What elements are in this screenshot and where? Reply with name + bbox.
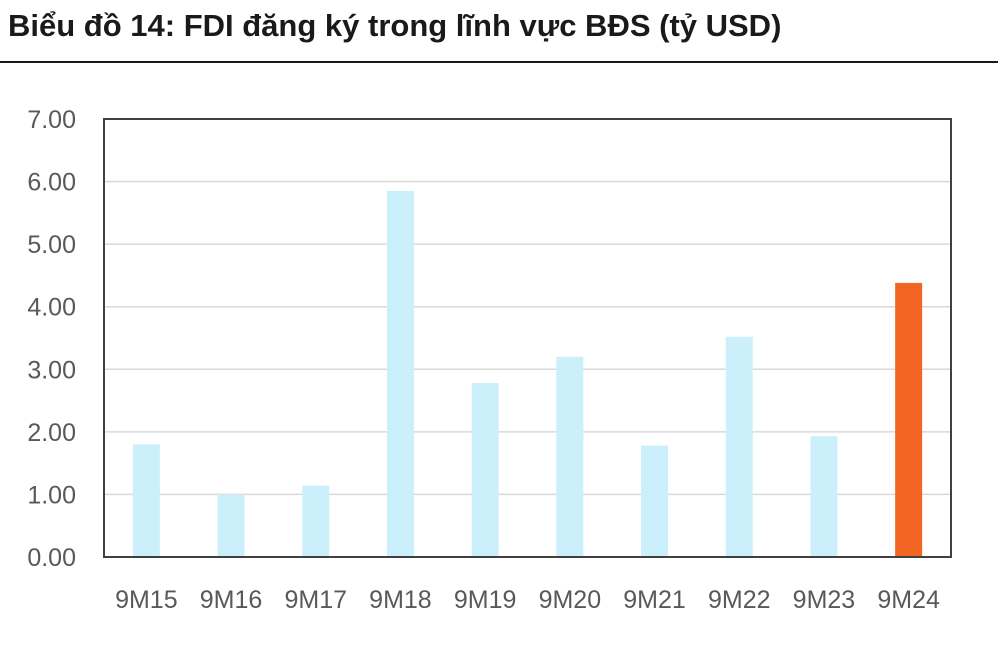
x-axis-ticks: 9M15 9M16 9M17 9M18 9M19 9M20 9M21 9M22 9M23 9M24 [115, 586, 940, 614]
y-tick-label: 7.00 [27, 106, 76, 134]
gridlines [104, 180, 951, 496]
bar-9m22 [725, 336, 753, 557]
bar-9m23 [810, 436, 838, 557]
y-tick-label: 2.00 [27, 419, 76, 447]
bars [132, 190, 923, 557]
chart-title: Biểu đồ 14: FDI đăng ký trong lĩnh vực B… [8, 8, 782, 43]
x-tick-label: 9M18 [369, 586, 432, 614]
bar-9m16 [217, 494, 245, 557]
x-tick-label: 9M19 [454, 586, 517, 614]
title-underline [0, 61, 998, 63]
x-tick-label: 9M20 [539, 586, 602, 614]
x-tick-label: 9M23 [793, 586, 856, 614]
y-tick-label: 5.00 [27, 231, 76, 259]
bar-9m24 [895, 282, 923, 557]
bar-9m15 [132, 444, 160, 557]
y-tick-label: 3.00 [27, 356, 76, 384]
y-tick-label: 1.00 [27, 481, 76, 509]
plot-frame [103, 118, 952, 558]
y-axis-ticks: 0.00 1.00 2.00 3.00 4.00 5.00 6.00 7.00 [27, 106, 76, 572]
x-tick-label: 9M17 [284, 586, 347, 614]
x-tick-label: 9M15 [115, 586, 178, 614]
x-tick-label: 9M16 [200, 586, 263, 614]
bar-9m19 [471, 383, 499, 557]
y-tick-label: 4.00 [27, 294, 76, 322]
bar-9m20 [556, 356, 584, 557]
bar-9m21 [641, 445, 669, 557]
bar-9m18 [386, 190, 414, 557]
x-tick-label: 9M22 [708, 586, 771, 614]
x-tick-label: 9M24 [877, 586, 940, 614]
y-tick-label: 6.00 [27, 169, 76, 197]
x-tick-label: 9M21 [623, 586, 686, 614]
bar-9m17 [302, 485, 330, 557]
y-tick-label: 0.00 [27, 544, 76, 572]
